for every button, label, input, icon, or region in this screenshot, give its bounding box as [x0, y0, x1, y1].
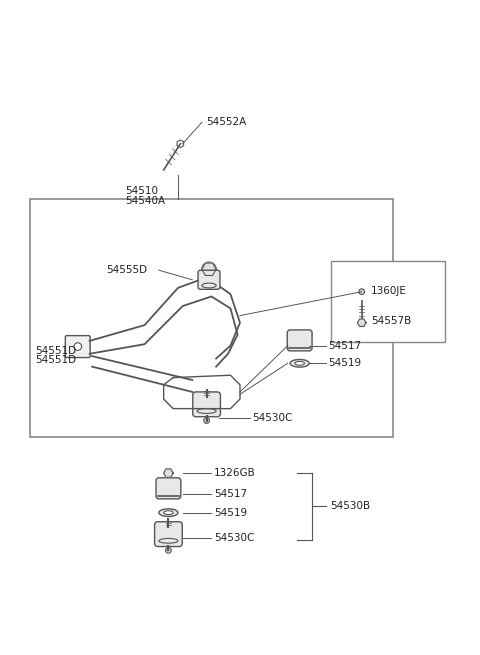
Text: 54530C: 54530C: [214, 533, 254, 544]
Text: 54519: 54519: [214, 508, 247, 517]
FancyBboxPatch shape: [193, 392, 220, 417]
FancyBboxPatch shape: [287, 330, 312, 351]
Circle shape: [74, 343, 82, 350]
Circle shape: [204, 418, 209, 423]
Text: 54551D: 54551D: [35, 346, 76, 356]
Ellipse shape: [290, 360, 309, 367]
FancyBboxPatch shape: [198, 271, 220, 290]
Text: 54557B: 54557B: [371, 316, 411, 326]
Polygon shape: [202, 263, 216, 276]
Text: 54551D: 54551D: [35, 355, 76, 365]
Polygon shape: [358, 319, 366, 326]
Text: 54555D: 54555D: [107, 265, 147, 275]
Circle shape: [202, 262, 216, 276]
Text: 1360JE: 1360JE: [371, 286, 407, 296]
Circle shape: [166, 548, 171, 553]
Text: 54540A: 54540A: [125, 196, 166, 206]
Text: 54552A: 54552A: [206, 117, 247, 127]
Text: 54530C: 54530C: [252, 413, 292, 423]
Text: 54517: 54517: [214, 489, 247, 498]
Text: 54530B: 54530B: [331, 502, 371, 512]
FancyBboxPatch shape: [65, 335, 90, 358]
Text: 1326GB: 1326GB: [214, 468, 255, 478]
Polygon shape: [164, 469, 173, 477]
Ellipse shape: [164, 511, 173, 515]
Text: 54519: 54519: [328, 358, 361, 368]
Text: 54510: 54510: [125, 187, 158, 196]
Text: 54517: 54517: [328, 341, 361, 350]
FancyBboxPatch shape: [155, 522, 182, 546]
Ellipse shape: [159, 509, 178, 517]
Bar: [331, 261, 445, 342]
Bar: [30, 198, 393, 438]
Ellipse shape: [295, 362, 304, 365]
FancyBboxPatch shape: [156, 478, 181, 499]
Circle shape: [359, 289, 364, 295]
